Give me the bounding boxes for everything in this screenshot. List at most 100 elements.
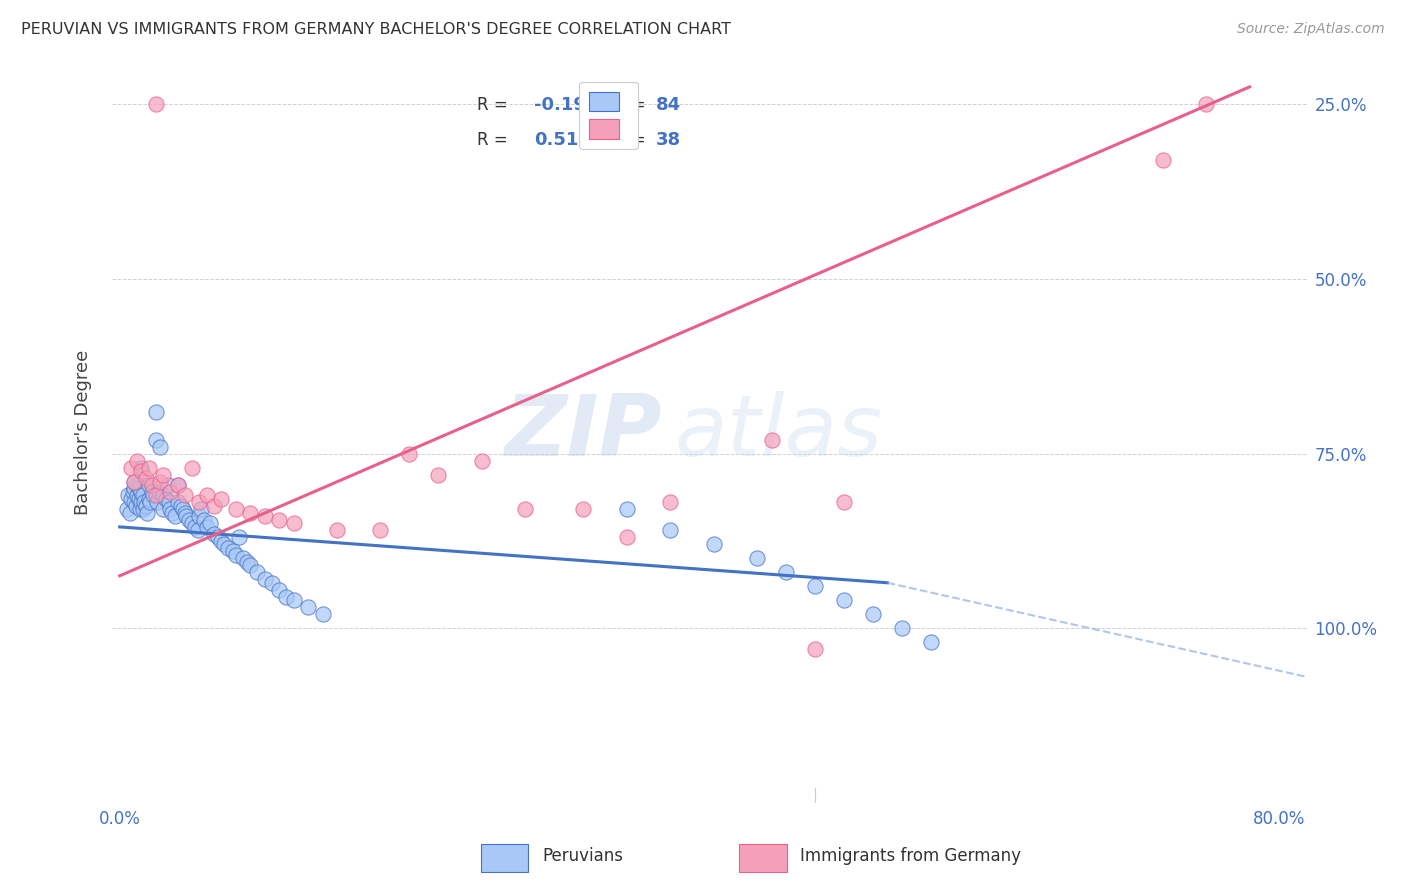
Point <box>141 478 163 492</box>
Point <box>253 509 276 524</box>
Point <box>184 520 207 534</box>
Point <box>152 502 174 516</box>
Point <box>703 537 725 551</box>
Point <box>120 460 142 475</box>
Point <box>920 635 942 649</box>
Point <box>122 475 145 489</box>
Point <box>169 499 191 513</box>
Point <box>160 506 183 520</box>
Point <box>212 537 235 551</box>
Point <box>260 575 283 590</box>
Point <box>246 566 269 580</box>
Point <box>174 488 197 502</box>
Point <box>115 502 138 516</box>
Point <box>166 495 188 509</box>
Point <box>471 453 494 467</box>
Point <box>163 509 186 524</box>
Point <box>128 482 150 496</box>
Point <box>616 530 638 544</box>
Point <box>135 499 157 513</box>
Point <box>117 488 139 502</box>
Point <box>195 488 218 502</box>
Text: R =: R = <box>477 131 513 149</box>
Point <box>157 495 180 509</box>
Point <box>122 482 145 496</box>
Point <box>1195 97 1218 112</box>
Point <box>166 478 188 492</box>
Point <box>139 495 162 509</box>
Point <box>283 516 305 531</box>
Point <box>427 467 450 482</box>
Point <box>745 551 768 566</box>
Point <box>129 502 152 516</box>
Point <box>127 478 149 492</box>
Point <box>135 471 157 485</box>
Point <box>188 495 211 509</box>
Text: Source: ZipAtlas.com: Source: ZipAtlas.com <box>1237 22 1385 37</box>
Text: 0.516: 0.516 <box>534 131 592 149</box>
Point <box>209 533 232 548</box>
Point <box>132 488 155 502</box>
Point <box>283 593 305 607</box>
Point <box>659 524 682 538</box>
Point <box>804 579 827 593</box>
Point <box>131 460 153 475</box>
Point <box>156 478 179 492</box>
Point <box>120 491 142 506</box>
Point <box>190 502 212 516</box>
Point <box>225 502 247 516</box>
Text: Peruvians: Peruvians <box>543 847 624 865</box>
Point <box>225 548 247 562</box>
Point <box>145 433 167 447</box>
Point <box>166 478 188 492</box>
Point <box>232 551 254 566</box>
Point <box>832 593 855 607</box>
Point <box>239 506 262 520</box>
Point <box>253 572 276 586</box>
Point <box>155 491 177 506</box>
Point <box>195 520 218 534</box>
Point <box>267 582 290 597</box>
Point <box>131 485 153 500</box>
Point <box>134 495 156 509</box>
Point <box>193 513 215 527</box>
Point <box>228 530 250 544</box>
Point <box>128 491 150 506</box>
Point <box>118 506 141 520</box>
Point <box>148 485 170 500</box>
Point <box>152 488 174 502</box>
Text: 38: 38 <box>657 131 682 149</box>
Point <box>616 502 638 516</box>
Point <box>122 475 145 489</box>
Point <box>152 467 174 482</box>
Point <box>145 97 167 112</box>
Point <box>127 453 149 467</box>
Point <box>1152 153 1174 168</box>
Text: ZIP: ZIP <box>505 391 662 475</box>
Point <box>202 527 225 541</box>
Point <box>311 607 333 622</box>
Point <box>862 607 884 622</box>
Text: atlas: atlas <box>675 391 882 475</box>
Point <box>239 558 262 573</box>
Point <box>131 495 153 509</box>
Point <box>267 513 290 527</box>
Point <box>659 495 682 509</box>
Point <box>188 509 211 524</box>
Point <box>172 502 194 516</box>
Point <box>207 530 229 544</box>
Text: R =: R = <box>477 96 513 114</box>
Point <box>179 513 201 527</box>
Point <box>141 485 163 500</box>
Point <box>145 488 167 502</box>
Point <box>138 460 160 475</box>
Text: N =: N = <box>614 131 651 149</box>
Point <box>145 405 167 419</box>
Point <box>127 488 149 502</box>
Point <box>159 502 181 516</box>
Point <box>121 485 143 500</box>
Point <box>159 485 181 500</box>
Point <box>276 590 298 604</box>
FancyBboxPatch shape <box>481 844 529 872</box>
Point <box>198 516 221 531</box>
